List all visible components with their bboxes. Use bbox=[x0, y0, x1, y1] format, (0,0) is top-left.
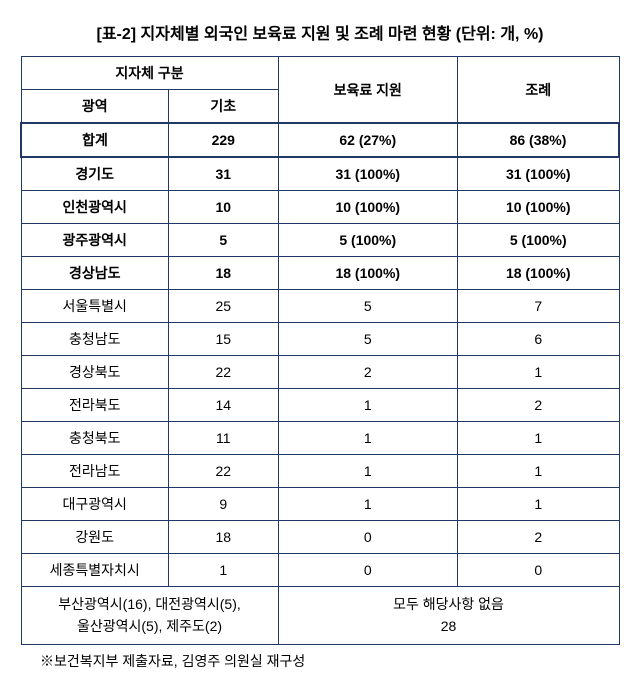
table-row: 광주광역시55 (100%)5 (100%) bbox=[21, 224, 619, 257]
cell-col1: 대구광역시 bbox=[21, 488, 168, 521]
footer-right-line2: 28 bbox=[441, 618, 457, 634]
header-col1: 광역 bbox=[21, 90, 168, 124]
cell-col3: 1 bbox=[278, 422, 457, 455]
cell-col4: 1 bbox=[457, 488, 619, 521]
cell-col1: 충청북도 bbox=[21, 422, 168, 455]
footnote: ※보건복지부 제출자료, 김영주 의원실 재구성 bbox=[40, 651, 620, 671]
cell-col2: 14 bbox=[168, 389, 278, 422]
cell-col3: 18 (100%) bbox=[278, 257, 457, 290]
cell-col4: 5 (100%) bbox=[457, 224, 619, 257]
table-row: 경기도3131 (100%)31 (100%) bbox=[21, 157, 619, 191]
header-col2: 기초 bbox=[168, 90, 278, 124]
total-row: 합계 229 62 (27%) 86 (38%) bbox=[21, 123, 619, 157]
header-row-1: 지자체 구분 보육료 지원 조례 bbox=[21, 57, 619, 90]
table-row: 대구광역시911 bbox=[21, 488, 619, 521]
cell-col3: 31 (100%) bbox=[278, 157, 457, 191]
cell-col3: 5 bbox=[278, 290, 457, 323]
total-col1: 합계 bbox=[21, 123, 168, 157]
cell-col2: 25 bbox=[168, 290, 278, 323]
cell-col3: 0 bbox=[278, 521, 457, 554]
footer-left: 부산광역시(16), 대전광역시(5), 울산광역시(5), 제주도(2) bbox=[21, 587, 278, 645]
table-row: 인천광역시1010 (100%)10 (100%) bbox=[21, 191, 619, 224]
cell-col4: 31 (100%) bbox=[457, 157, 619, 191]
cell-col1: 경상남도 bbox=[21, 257, 168, 290]
table-body: 합계 229 62 (27%) 86 (38%) 경기도3131 (100%)3… bbox=[21, 123, 619, 587]
cell-col1: 강원도 bbox=[21, 521, 168, 554]
table-row: 경상남도1818 (100%)18 (100%) bbox=[21, 257, 619, 290]
footer-right-line1: 모두 해당사항 없음 bbox=[393, 596, 504, 612]
cell-col1: 인천광역시 bbox=[21, 191, 168, 224]
cell-col2: 9 bbox=[168, 488, 278, 521]
cell-col1: 전라남도 bbox=[21, 455, 168, 488]
cell-col2: 22 bbox=[168, 356, 278, 389]
cell-col3: 10 (100%) bbox=[278, 191, 457, 224]
table-row: 충청북도1111 bbox=[21, 422, 619, 455]
cell-col1: 세종특별자치시 bbox=[21, 554, 168, 587]
cell-col3: 2 bbox=[278, 356, 457, 389]
cell-col4: 1 bbox=[457, 422, 619, 455]
cell-col4: 7 bbox=[457, 290, 619, 323]
cell-col4: 0 bbox=[457, 554, 619, 587]
table-row: 전라북도1412 bbox=[21, 389, 619, 422]
footer-right: 모두 해당사항 없음 28 bbox=[278, 587, 619, 645]
cell-col4: 6 bbox=[457, 323, 619, 356]
total-col4: 86 (38%) bbox=[457, 123, 619, 157]
cell-col1: 경상북도 bbox=[21, 356, 168, 389]
cell-col2: 1 bbox=[168, 554, 278, 587]
table-row: 강원도1802 bbox=[21, 521, 619, 554]
header-col4: 조례 bbox=[457, 57, 619, 124]
total-col3: 62 (27%) bbox=[278, 123, 457, 157]
cell-col3: 5 bbox=[278, 323, 457, 356]
cell-col2: 10 bbox=[168, 191, 278, 224]
cell-col3: 1 bbox=[278, 389, 457, 422]
cell-col2: 18 bbox=[168, 521, 278, 554]
cell-col2: 31 bbox=[168, 157, 278, 191]
header-col3: 보육료 지원 bbox=[278, 57, 457, 124]
cell-col1: 충청남도 bbox=[21, 323, 168, 356]
total-col2: 229 bbox=[168, 123, 278, 157]
footer-left-line2: 울산광역시(5), 제주도(2) bbox=[77, 618, 222, 634]
cell-col4: 2 bbox=[457, 389, 619, 422]
footer-left-line1: 부산광역시(16), 대전광역시(5), bbox=[58, 596, 240, 612]
data-table: 지자체 구분 보육료 지원 조례 광역 기초 합계 229 62 (27%) 8… bbox=[20, 56, 620, 645]
table-row: 충청남도1556 bbox=[21, 323, 619, 356]
footer-row: 부산광역시(16), 대전광역시(5), 울산광역시(5), 제주도(2) 모두… bbox=[21, 587, 619, 645]
cell-col1: 서울특별시 bbox=[21, 290, 168, 323]
table-row: 세종특별자치시100 bbox=[21, 554, 619, 587]
cell-col1: 경기도 bbox=[21, 157, 168, 191]
table-row: 전라남도2211 bbox=[21, 455, 619, 488]
cell-col3: 1 bbox=[278, 455, 457, 488]
table-row: 경상북도2221 bbox=[21, 356, 619, 389]
cell-col2: 11 bbox=[168, 422, 278, 455]
header-group: 지자체 구분 bbox=[21, 57, 278, 90]
cell-col4: 2 bbox=[457, 521, 619, 554]
cell-col4: 10 (100%) bbox=[457, 191, 619, 224]
cell-col4: 18 (100%) bbox=[457, 257, 619, 290]
cell-col2: 5 bbox=[168, 224, 278, 257]
table-title: [표-2] 지자체별 외국인 보육료 지원 및 조례 마련 현황 (단위: 개,… bbox=[20, 20, 620, 44]
cell-col2: 15 bbox=[168, 323, 278, 356]
cell-col4: 1 bbox=[457, 356, 619, 389]
cell-col4: 1 bbox=[457, 455, 619, 488]
cell-col1: 전라북도 bbox=[21, 389, 168, 422]
cell-col3: 1 bbox=[278, 488, 457, 521]
cell-col2: 18 bbox=[168, 257, 278, 290]
cell-col3: 0 bbox=[278, 554, 457, 587]
table-row: 서울특별시2557 bbox=[21, 290, 619, 323]
cell-col1: 광주광역시 bbox=[21, 224, 168, 257]
cell-col3: 5 (100%) bbox=[278, 224, 457, 257]
cell-col2: 22 bbox=[168, 455, 278, 488]
